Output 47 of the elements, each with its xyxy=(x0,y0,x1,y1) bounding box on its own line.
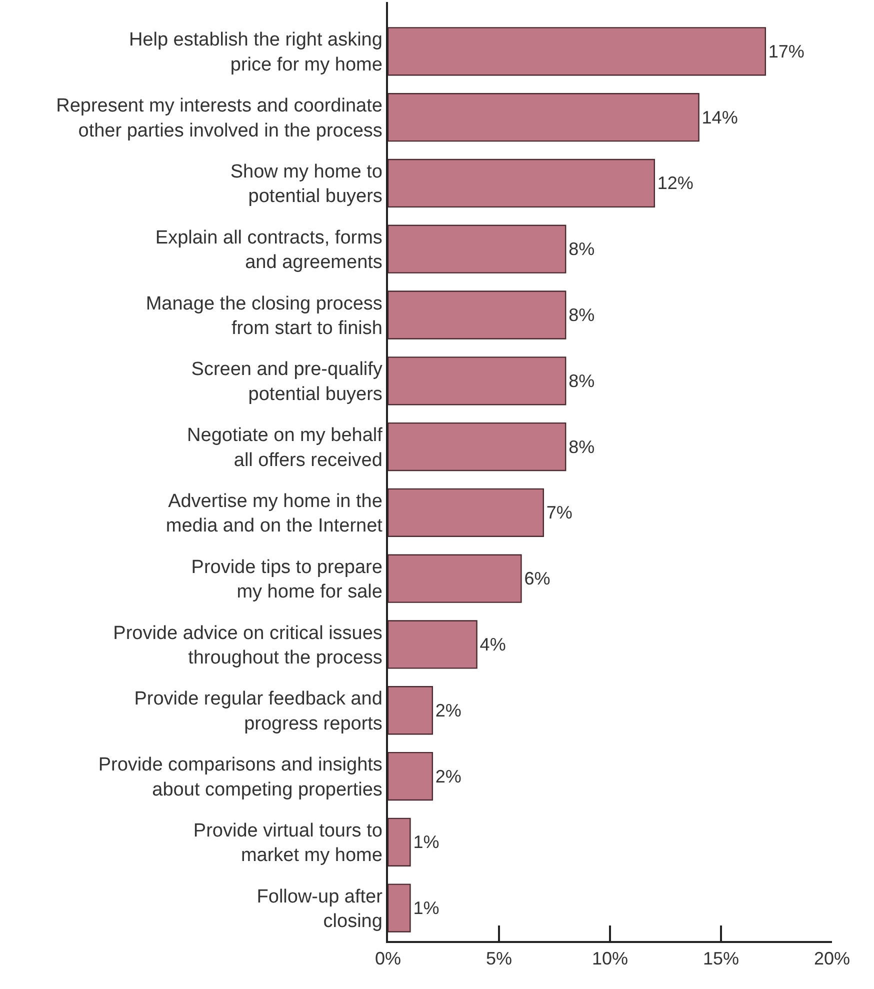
y-tick-label: Provide tips to prepare my home for sale xyxy=(191,556,382,603)
data-label: 17% xyxy=(768,41,804,62)
y-tick-label: Manage the closing process from start to finish xyxy=(146,293,382,339)
data-label: 1% xyxy=(413,832,440,852)
x-tick-label: 0% xyxy=(374,948,402,968)
y-tick-label: Follow-up after closing xyxy=(256,886,384,932)
x-tick-label: 15% xyxy=(702,948,740,968)
x-tick-label: 20% xyxy=(814,948,850,968)
x-tick-label: 10% xyxy=(592,948,628,968)
y-tick-label: Provide advice on critical issues throughout the process xyxy=(113,622,382,668)
bar xyxy=(388,488,544,538)
data-label: 2% xyxy=(435,766,462,786)
bar xyxy=(388,158,655,208)
data-label: 6% xyxy=(524,568,550,589)
data-label: 12% xyxy=(657,173,694,194)
data-label: 8% xyxy=(568,305,595,325)
y-tick-label: Provide comparisons and insights about competing properties xyxy=(98,754,382,800)
y-tick-label: Negotiate on my behalf all offers received xyxy=(187,425,384,471)
bar xyxy=(388,620,478,669)
y-tick-label: Advertise my home in the media and on the Internet xyxy=(166,490,384,537)
y-tick-label: Show my home to potential buyers xyxy=(230,162,382,208)
bar xyxy=(388,422,566,472)
data-label: 8% xyxy=(568,436,595,457)
y-tick-label: Represent my interests and coordinate other parties involved in the process xyxy=(56,96,382,142)
data-label: 8% xyxy=(568,370,595,391)
y-tick-label: Help establish the right asking price for my home xyxy=(128,30,382,76)
bar xyxy=(388,27,766,76)
y-tick-label: Explain all contracts, forms and agreements xyxy=(155,227,382,274)
data-label: 14% xyxy=(702,107,738,128)
data-label: 1% xyxy=(413,898,440,918)
y-tick-label: Provide regular feedback and progress reports xyxy=(134,688,382,734)
data-label: 8% xyxy=(568,239,595,260)
bar xyxy=(388,818,411,866)
data-label: 7% xyxy=(546,502,572,523)
y-tick-label: Provide virtual tours to market my home xyxy=(193,820,382,866)
bar xyxy=(388,290,566,340)
y-tick-label: Screen and pre-qualify potential buyers xyxy=(191,359,383,405)
data-label: 4% xyxy=(480,634,506,654)
bar xyxy=(388,224,566,274)
bar xyxy=(388,92,700,142)
bar xyxy=(388,356,566,406)
bar xyxy=(388,752,433,801)
x-tick-label: 5% xyxy=(486,948,512,968)
bar xyxy=(388,686,433,735)
bar xyxy=(388,554,522,603)
data-label: 2% xyxy=(435,700,462,720)
bar xyxy=(388,884,411,932)
